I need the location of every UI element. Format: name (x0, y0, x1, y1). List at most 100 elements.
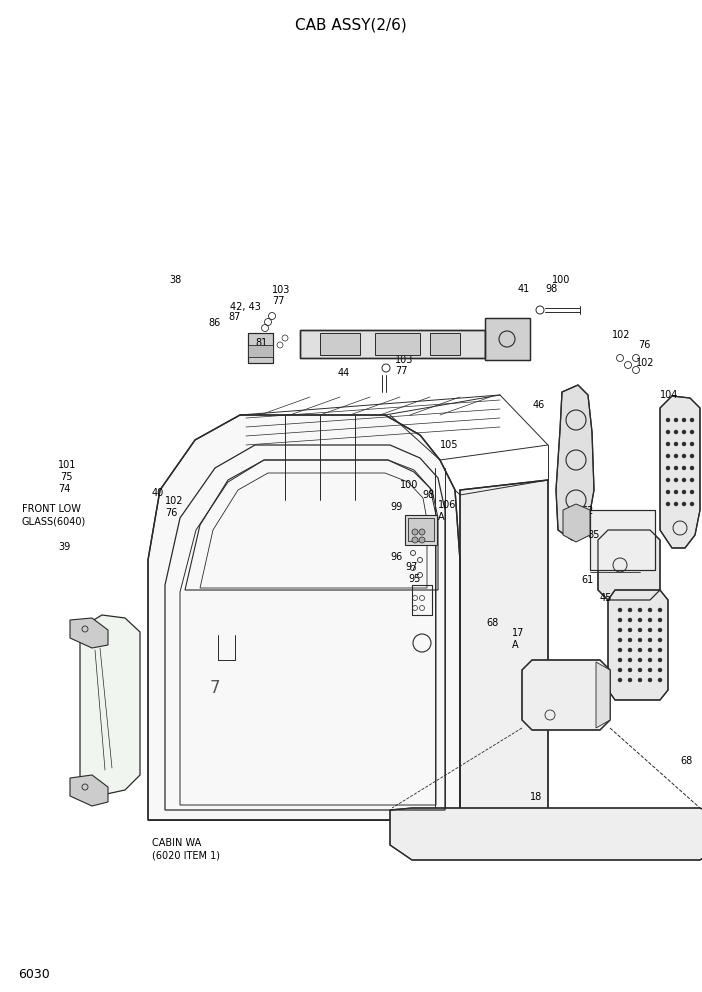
Polygon shape (522, 660, 610, 730)
Circle shape (618, 678, 622, 682)
Circle shape (658, 668, 662, 672)
Text: 103: 103 (395, 355, 413, 365)
Text: A: A (438, 512, 444, 522)
Polygon shape (608, 590, 668, 700)
Text: 68: 68 (680, 756, 692, 766)
Circle shape (666, 490, 670, 494)
Bar (408, 518, 434, 541)
Polygon shape (390, 808, 702, 860)
Circle shape (638, 618, 642, 622)
Circle shape (666, 502, 670, 506)
Bar (248, 345, 273, 357)
Bar (405, 515, 437, 545)
Circle shape (648, 618, 652, 622)
Polygon shape (80, 615, 140, 795)
Text: 85: 85 (588, 530, 600, 540)
Text: 38: 38 (169, 275, 181, 285)
Text: 102: 102 (612, 330, 630, 340)
Bar (590, 510, 655, 570)
Bar (485, 318, 530, 360)
Circle shape (674, 442, 678, 446)
Circle shape (628, 648, 632, 652)
Text: 61: 61 (582, 575, 594, 585)
Circle shape (628, 618, 632, 622)
Circle shape (419, 529, 425, 535)
Circle shape (682, 502, 686, 506)
Circle shape (628, 668, 632, 672)
Circle shape (628, 608, 632, 612)
Text: 74: 74 (58, 484, 70, 494)
Circle shape (674, 430, 678, 434)
Circle shape (658, 608, 662, 612)
Polygon shape (660, 396, 700, 548)
Circle shape (412, 529, 418, 535)
Circle shape (638, 658, 642, 662)
Circle shape (638, 648, 642, 652)
Circle shape (682, 418, 686, 422)
Text: 68: 68 (486, 618, 498, 628)
Text: 97: 97 (405, 562, 418, 572)
Circle shape (658, 628, 662, 632)
Circle shape (648, 668, 652, 672)
Circle shape (658, 658, 662, 662)
Text: CAB ASSY(2/6): CAB ASSY(2/6) (295, 18, 407, 33)
Text: 7: 7 (210, 679, 220, 697)
Text: 77: 77 (395, 366, 407, 376)
Circle shape (666, 454, 670, 458)
Circle shape (682, 478, 686, 482)
Circle shape (648, 628, 652, 632)
Circle shape (690, 454, 694, 458)
Text: CABIN WA: CABIN WA (152, 838, 201, 848)
Circle shape (690, 418, 694, 422)
Polygon shape (148, 415, 460, 820)
Bar (590, 510, 655, 570)
Bar (430, 333, 460, 355)
Bar (485, 318, 530, 360)
Text: 76: 76 (165, 508, 178, 518)
Text: 101: 101 (58, 460, 77, 470)
Circle shape (618, 608, 622, 612)
Circle shape (674, 502, 678, 506)
Text: 6030: 6030 (18, 968, 50, 981)
Text: 45: 45 (600, 593, 612, 603)
Circle shape (648, 678, 652, 682)
Text: 98: 98 (545, 284, 557, 294)
Text: FRONT LOW: FRONT LOW (22, 504, 81, 514)
Text: 99: 99 (390, 502, 402, 512)
Circle shape (658, 648, 662, 652)
Text: 75: 75 (60, 472, 72, 482)
Circle shape (618, 638, 622, 642)
Text: 98: 98 (422, 490, 435, 500)
Text: 106: 106 (438, 500, 456, 510)
Bar (300, 330, 485, 358)
Text: 104: 104 (660, 390, 678, 400)
Circle shape (674, 466, 678, 470)
Polygon shape (460, 480, 548, 820)
Text: 46: 46 (533, 400, 545, 410)
Circle shape (638, 628, 642, 632)
Circle shape (618, 618, 622, 622)
Circle shape (628, 658, 632, 662)
Circle shape (628, 638, 632, 642)
Circle shape (666, 466, 670, 470)
Circle shape (638, 678, 642, 682)
Text: 17: 17 (512, 628, 524, 638)
Circle shape (658, 618, 662, 622)
Circle shape (658, 678, 662, 682)
Polygon shape (70, 775, 108, 806)
Text: 87: 87 (228, 312, 240, 322)
Circle shape (648, 658, 652, 662)
Circle shape (674, 418, 678, 422)
Text: GLASS(6040): GLASS(6040) (22, 516, 86, 526)
Circle shape (412, 537, 418, 543)
Circle shape (690, 442, 694, 446)
Polygon shape (70, 618, 108, 648)
Text: 77: 77 (272, 296, 284, 306)
Circle shape (690, 466, 694, 470)
Circle shape (638, 638, 642, 642)
Text: 86: 86 (208, 318, 220, 328)
Circle shape (674, 454, 678, 458)
Text: 62: 62 (582, 506, 594, 516)
Text: 96: 96 (390, 552, 402, 562)
Text: 100: 100 (552, 275, 570, 285)
